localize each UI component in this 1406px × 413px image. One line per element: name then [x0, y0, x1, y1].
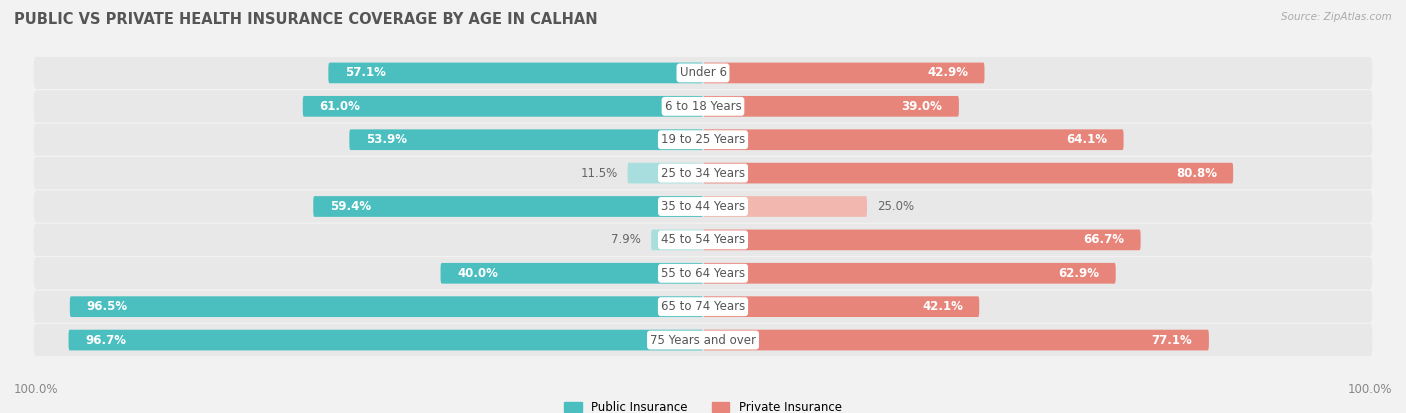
Text: 6 to 18 Years: 6 to 18 Years	[665, 100, 741, 113]
FancyBboxPatch shape	[703, 230, 1140, 250]
Text: Under 6: Under 6	[679, 66, 727, 79]
FancyBboxPatch shape	[703, 263, 1116, 284]
Text: 96.5%: 96.5%	[86, 300, 128, 313]
Text: Source: ZipAtlas.com: Source: ZipAtlas.com	[1281, 12, 1392, 22]
FancyBboxPatch shape	[34, 157, 1372, 189]
Text: 42.1%: 42.1%	[922, 300, 963, 313]
Legend: Public Insurance, Private Insurance: Public Insurance, Private Insurance	[564, 401, 842, 413]
FancyBboxPatch shape	[703, 63, 984, 83]
FancyBboxPatch shape	[627, 163, 703, 183]
FancyBboxPatch shape	[34, 291, 1372, 323]
Text: 11.5%: 11.5%	[581, 166, 617, 180]
FancyBboxPatch shape	[703, 163, 1233, 183]
FancyBboxPatch shape	[651, 230, 703, 250]
FancyBboxPatch shape	[34, 57, 1372, 89]
Text: 80.8%: 80.8%	[1175, 166, 1216, 180]
Text: 100.0%: 100.0%	[1347, 384, 1392, 396]
Text: 7.9%: 7.9%	[612, 233, 641, 247]
Text: 66.7%: 66.7%	[1083, 233, 1125, 247]
FancyBboxPatch shape	[703, 129, 1123, 150]
Text: 42.9%: 42.9%	[927, 66, 969, 79]
Text: 53.9%: 53.9%	[366, 133, 406, 146]
Text: 19 to 25 Years: 19 to 25 Years	[661, 133, 745, 146]
Text: 39.0%: 39.0%	[901, 100, 942, 113]
Text: 75 Years and over: 75 Years and over	[650, 334, 756, 347]
Text: 77.1%: 77.1%	[1152, 334, 1192, 347]
FancyBboxPatch shape	[34, 90, 1372, 122]
FancyBboxPatch shape	[34, 224, 1372, 256]
Text: 57.1%: 57.1%	[344, 66, 385, 79]
FancyBboxPatch shape	[329, 63, 703, 83]
Text: 62.9%: 62.9%	[1059, 267, 1099, 280]
Text: 40.0%: 40.0%	[457, 267, 498, 280]
FancyBboxPatch shape	[440, 263, 703, 284]
Text: 100.0%: 100.0%	[14, 384, 59, 396]
Text: 59.4%: 59.4%	[329, 200, 371, 213]
Text: 65 to 74 Years: 65 to 74 Years	[661, 300, 745, 313]
FancyBboxPatch shape	[69, 330, 703, 350]
FancyBboxPatch shape	[302, 96, 703, 117]
Text: 45 to 54 Years: 45 to 54 Years	[661, 233, 745, 247]
Text: 55 to 64 Years: 55 to 64 Years	[661, 267, 745, 280]
FancyBboxPatch shape	[703, 196, 868, 217]
Text: 61.0%: 61.0%	[319, 100, 360, 113]
FancyBboxPatch shape	[34, 257, 1372, 290]
FancyBboxPatch shape	[34, 190, 1372, 223]
FancyBboxPatch shape	[34, 123, 1372, 156]
Text: 25.0%: 25.0%	[877, 200, 914, 213]
Text: 96.7%: 96.7%	[84, 334, 127, 347]
Text: 35 to 44 Years: 35 to 44 Years	[661, 200, 745, 213]
FancyBboxPatch shape	[70, 296, 703, 317]
FancyBboxPatch shape	[34, 324, 1372, 356]
FancyBboxPatch shape	[703, 296, 979, 317]
Text: 25 to 34 Years: 25 to 34 Years	[661, 166, 745, 180]
FancyBboxPatch shape	[349, 129, 703, 150]
Text: 64.1%: 64.1%	[1066, 133, 1107, 146]
FancyBboxPatch shape	[703, 96, 959, 117]
FancyBboxPatch shape	[703, 330, 1209, 350]
FancyBboxPatch shape	[314, 196, 703, 217]
Text: PUBLIC VS PRIVATE HEALTH INSURANCE COVERAGE BY AGE IN CALHAN: PUBLIC VS PRIVATE HEALTH INSURANCE COVER…	[14, 12, 598, 27]
